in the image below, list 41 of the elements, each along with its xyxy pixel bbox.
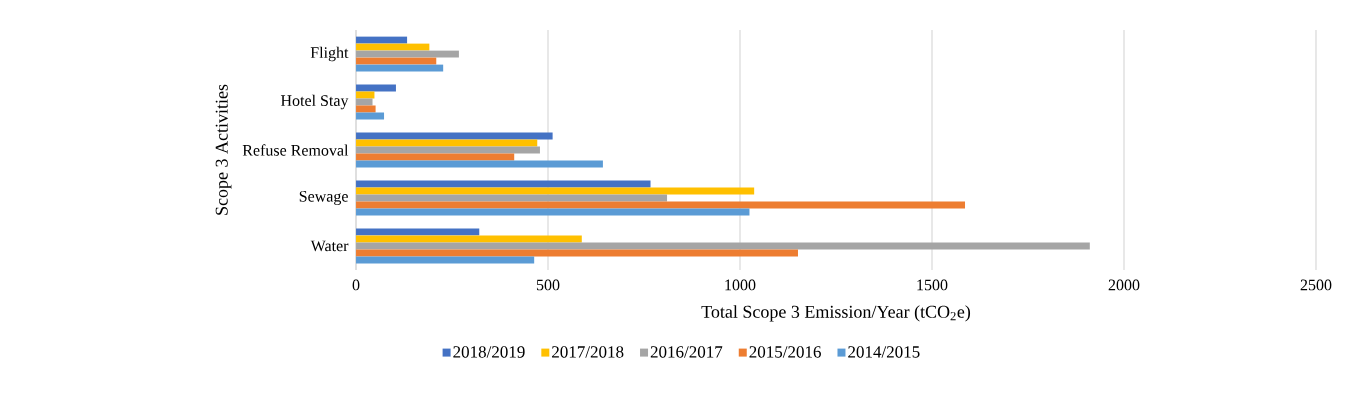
x-tick-label: 0 <box>352 279 360 291</box>
bar <box>356 139 538 147</box>
bar <box>356 249 798 257</box>
bar <box>356 235 582 243</box>
legend-label: 2018/2019 <box>453 346 525 358</box>
bar <box>356 194 668 202</box>
bar <box>356 208 750 216</box>
x-tick-label: 2500 <box>1300 279 1332 291</box>
bar <box>356 105 376 113</box>
x-tick-label: 1500 <box>917 279 948 291</box>
y-axis-title: Scope 3 Activities <box>215 84 232 215</box>
legend-label: 2017/2018 <box>552 346 624 358</box>
y-tick-label: Refuse Removal <box>242 144 349 156</box>
legend-label: 2016/2017 <box>650 346 723 358</box>
bar <box>356 146 540 154</box>
x-tick-label: 2000 <box>1108 279 1140 291</box>
bar <box>356 112 385 120</box>
x-axis-title: Total Scope 3 Emission/Year (tCO$_{2}$e) <box>701 305 971 322</box>
y-tick-label: Hotel Stay <box>280 94 349 110</box>
bar <box>356 242 1090 250</box>
bar <box>356 98 373 106</box>
bar <box>356 180 651 188</box>
y-tick-label: Water <box>310 240 349 252</box>
bar <box>356 160 603 168</box>
bar <box>356 228 480 236</box>
bar <box>356 50 459 58</box>
legend-label: 2015/2016 <box>749 346 821 358</box>
x-tick-label: 500 <box>536 279 560 291</box>
bar <box>356 132 553 140</box>
y-tick-label: Sewage <box>299 190 348 206</box>
legend-label: 2014/2015 <box>848 346 920 358</box>
bar <box>356 201 966 209</box>
bar <box>356 84 396 92</box>
bar <box>356 57 437 65</box>
bar <box>356 91 375 99</box>
bar <box>356 153 515 161</box>
bar <box>356 256 535 264</box>
bar <box>356 187 755 195</box>
y-tick-label: Flight <box>310 46 349 62</box>
x-tick-label: 1000 <box>725 279 756 291</box>
bar <box>356 36 408 44</box>
